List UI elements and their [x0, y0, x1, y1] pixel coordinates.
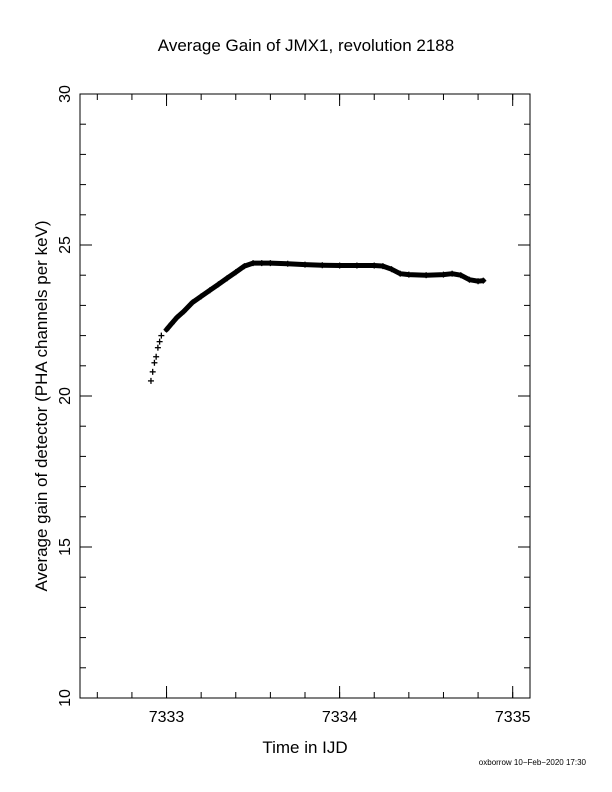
x-axis-label: Time in IJD [262, 738, 348, 757]
data-point [147, 377, 154, 384]
data-point-band [164, 260, 486, 333]
y-tick-label: 10 [57, 689, 74, 707]
data-point [156, 338, 163, 345]
data-point [149, 368, 156, 375]
data-point [151, 359, 158, 366]
data-point [158, 332, 165, 339]
x-tick-label: 7334 [322, 709, 358, 726]
chart-title: Average Gain of JMX1, revolution 2188 [157, 36, 455, 55]
y-tick-label: 15 [57, 538, 74, 556]
axis-ticks [80, 93, 530, 699]
data-point [154, 344, 161, 351]
y-tick-label: 20 [57, 387, 74, 405]
data-point [153, 353, 160, 360]
x-tick-label: 7335 [495, 709, 531, 726]
y-tick-label: 25 [57, 236, 74, 254]
data-points [147, 260, 487, 384]
footer-credit: oxborrow 10−Feb−2020 17:30 [478, 758, 586, 767]
y-tick-label: 30 [57, 85, 74, 103]
x-tick-label: 7333 [149, 709, 185, 726]
axis-tick-labels: 7333 7334 7335 10 15 20 25 30 [57, 85, 531, 726]
plot-frame [79, 93, 531, 699]
y-axis-label: Average gain of detector (PHA channels p… [32, 220, 51, 592]
